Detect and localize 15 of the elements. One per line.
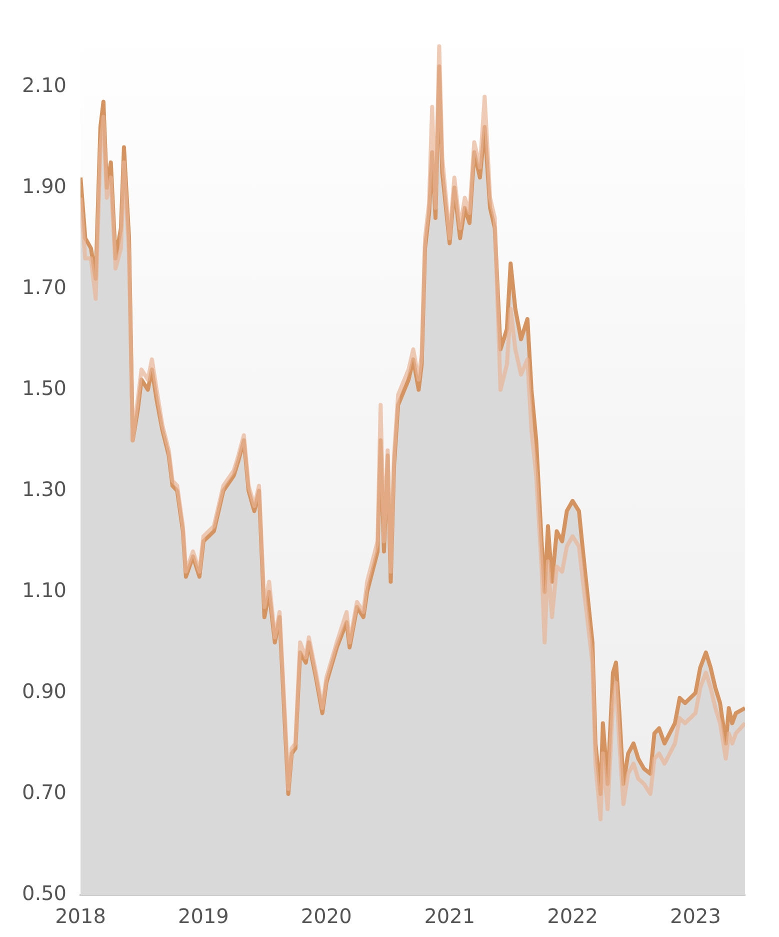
- y-tick-label: 1.90: [22, 174, 67, 198]
- y-tick-label: 2.10: [22, 72, 67, 97]
- y-tick-label: 1.10: [22, 578, 67, 602]
- y-tick-label: 1.50: [22, 376, 67, 400]
- y-tick-label: 1.70: [22, 274, 67, 299]
- x-tick-label: 2022: [547, 904, 598, 928]
- y-tick-label: 0.70: [22, 780, 67, 804]
- x-tick-label: 2019: [178, 904, 229, 928]
- y-tick-label: 0.90: [22, 679, 67, 704]
- x-tick-label: 2018: [55, 904, 106, 928]
- x-tick-label: 2020: [300, 904, 352, 928]
- y-tick-label: 1.30: [22, 477, 67, 502]
- x-tick-label: 2023: [670, 904, 721, 928]
- x-tick-label: 2021: [424, 904, 476, 928]
- y-tick-label: 0.50: [22, 881, 67, 906]
